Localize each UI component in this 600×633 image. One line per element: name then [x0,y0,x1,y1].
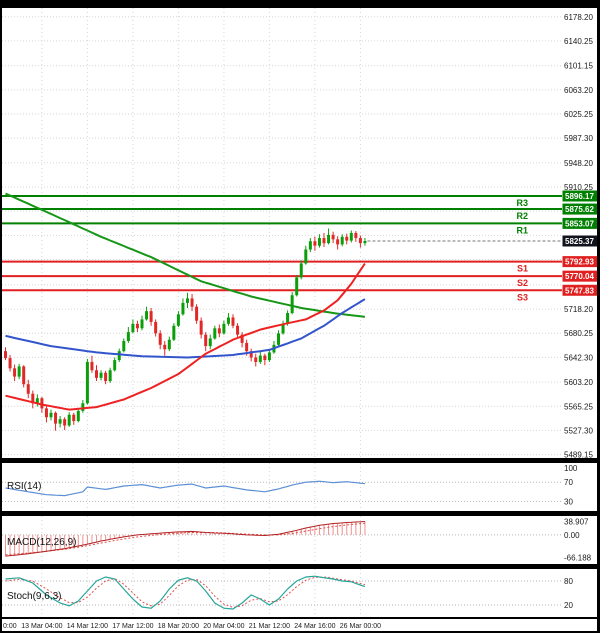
price-tick-label: 5642.30 [564,353,593,362]
macd-signal-line [5,522,365,556]
time-label: 20 Mar 04:00 [203,623,244,630]
rsi-tick-label: 100 [564,464,578,473]
stoch-plot: 80 20 [2,575,573,610]
rsi-tick-label: 70 [564,478,573,487]
time-label: 18 Mar 20:00 [158,623,199,630]
separator-rsi-macd [0,511,600,516]
ma-green-line [5,192,366,318]
time-label: 17 Mar 12:00 [112,623,153,630]
candlestick-series [4,228,367,431]
price-tick-label: 5718.20 [564,305,593,314]
svg-text:5792.93: 5792.93 [565,258,594,267]
rsi-plot: 100 70 30 [2,464,578,506]
separator-macd-stoch [0,564,600,569]
price-tick-label: 5603.20 [564,378,593,387]
price-tick-label: 5527.30 [564,426,593,435]
time-label: 26 Mar 00:00 [340,623,381,630]
macd-panel-label: MACD(12,26,9) [7,537,77,548]
stoch-tick-label: 20 [564,601,573,610]
left-bar [0,0,2,633]
ma-red-line [5,262,366,411]
level-label-S3: S3 [517,292,528,302]
price-tick-label: 5987.30 [564,134,593,143]
svg-text:5747.83: 5747.83 [565,286,594,295]
price-tick-label: 6140.25 [564,37,593,46]
separator-main-rsi [0,458,600,463]
main-plot-area[interactable] [2,8,562,458]
price-level-badges: 5896.17 5875.62 5853.07 5792.93 5770.04 5747.… [562,190,597,296]
macd-tick-label: -66.188 [564,554,592,563]
level-badge-R2: 5875.62 [562,203,597,215]
macd-line [5,521,365,557]
current-price-badge: 5825.37 [562,235,597,247]
level-label-S1: S1 [517,264,528,274]
time-label: 24 Mar 16:00 [294,623,335,630]
time-axis-labels: 0:00 13 Mar 04:00 14 Mar 12:00 17 Mar 12:00… [3,623,381,630]
svg-text:5825.37: 5825.37 [565,237,594,246]
time-label: 13 Mar 04:00 [21,623,62,630]
time-label: 21 Mar 12:00 [249,623,290,630]
price-tick-label: 6101.15 [564,62,593,71]
price-tick-label: 6063.20 [564,86,593,95]
level-label-R2: R2 [516,211,528,221]
level-badge-S2: 5770.04 [562,270,597,282]
time-label: 0:00 [3,623,17,630]
macd-plot: 38.907 0.00 -66.188 [2,518,592,563]
svg-text:5853.07: 5853.07 [565,219,594,228]
stoch-tick-label: 80 [564,577,573,586]
svg-text:5896.17: 5896.17 [565,192,594,201]
level-label-R1: R1 [516,225,528,235]
macd-tick-label: 0.00 [564,531,580,540]
stoch-panel-label: Stoch(9,6,3) [7,591,62,602]
level-badge-S3: 5747.83 [562,284,597,296]
price-tick-label: 6025.25 [564,110,593,119]
stoch-k-line [5,575,366,610]
level-label-S2: S2 [517,278,528,288]
moving-averages [5,192,366,411]
right-bar [597,0,600,633]
top-bar [0,0,600,8]
separator-stoch-timeaxis [0,617,600,619]
bottom-bar [0,631,600,633]
price-axis-ticks: 6178.20 6140.25 6101.15 6063.20 6025.25 5987.… [564,13,593,460]
price-tick-label: 6178.20 [564,13,593,22]
level-badge-R3: 5896.17 [562,190,597,202]
price-tick-label: 5489.15 [564,451,593,460]
svg-text:5875.62: 5875.62 [565,205,594,214]
rsi-panel-label: RSI(14) [7,481,42,492]
price-tick-label: 5948.20 [564,159,593,168]
level-badge-S1: 5792.93 [562,256,597,268]
ma-blue-line [5,298,366,359]
price-tick-label: 5565.25 [564,402,593,411]
level-badge-R1: 5853.07 [562,217,597,229]
macd-tick-label: 38.907 [564,518,589,527]
stoch-d-line [5,576,366,608]
time-label: 14 Mar 12:00 [67,623,108,630]
rsi-tick-label: 30 [564,497,573,506]
rsi-line [5,480,365,497]
svg-text:5770.04: 5770.04 [565,272,594,281]
support-resistance-lines: R3 R2 R1 S1 S2 S3 [2,194,562,302]
price-tick-label: 5680.25 [564,329,593,338]
level-label-R3: R3 [516,198,528,208]
price-tick-label: 5910.25 [564,183,593,192]
